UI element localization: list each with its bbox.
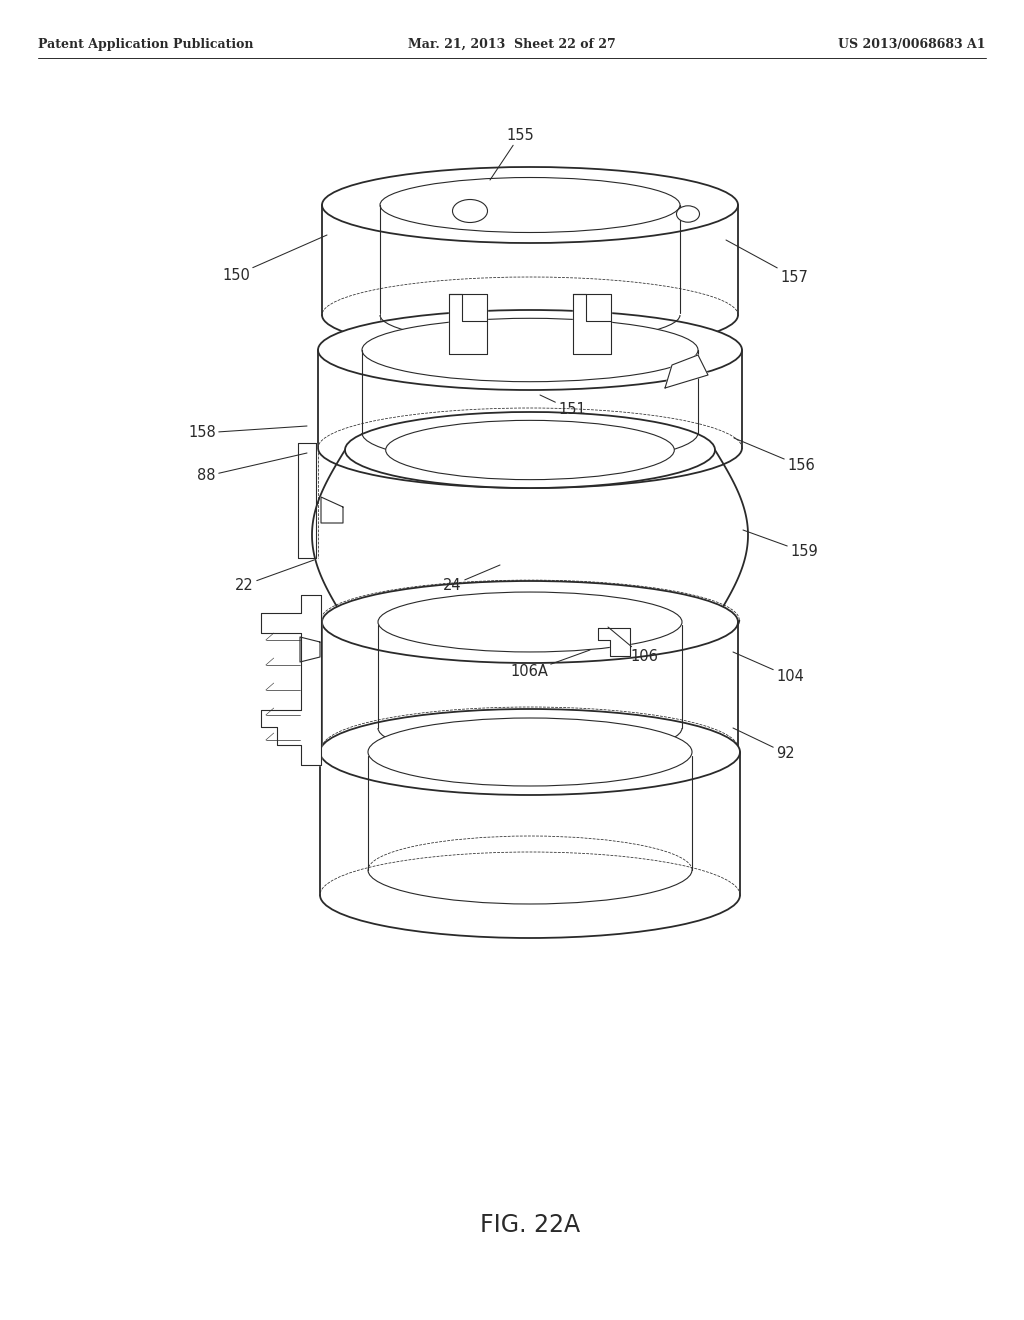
Text: FIG. 22A: FIG. 22A: [480, 1213, 580, 1237]
Text: 22: 22: [236, 560, 314, 593]
Text: 150: 150: [222, 235, 327, 282]
Ellipse shape: [380, 177, 680, 232]
Polygon shape: [573, 294, 611, 354]
Text: 88: 88: [198, 453, 307, 483]
Text: 155: 155: [490, 128, 534, 180]
Polygon shape: [449, 294, 487, 354]
Text: 106A: 106A: [510, 649, 590, 680]
Ellipse shape: [322, 168, 738, 243]
Ellipse shape: [378, 593, 682, 652]
Text: 157: 157: [726, 240, 808, 285]
Polygon shape: [300, 638, 319, 663]
Text: Patent Application Publication: Patent Application Publication: [38, 38, 254, 51]
Text: 92: 92: [733, 729, 795, 760]
Ellipse shape: [319, 709, 740, 795]
Ellipse shape: [386, 420, 674, 479]
Text: 151: 151: [540, 395, 586, 417]
Text: 106: 106: [608, 627, 657, 664]
Ellipse shape: [368, 718, 692, 785]
Polygon shape: [598, 628, 630, 656]
Ellipse shape: [362, 318, 698, 381]
Text: US 2013/0068683 A1: US 2013/0068683 A1: [839, 38, 986, 51]
Text: 158: 158: [188, 425, 307, 441]
Text: 156: 156: [734, 438, 815, 474]
Polygon shape: [665, 355, 708, 388]
Text: Mar. 21, 2013  Sheet 22 of 27: Mar. 21, 2013 Sheet 22 of 27: [409, 38, 615, 51]
Polygon shape: [261, 595, 321, 766]
Ellipse shape: [322, 581, 738, 663]
Ellipse shape: [345, 412, 715, 488]
Text: 159: 159: [743, 531, 818, 560]
Polygon shape: [298, 444, 316, 558]
Polygon shape: [321, 498, 343, 523]
Text: 24: 24: [443, 565, 500, 593]
Ellipse shape: [453, 199, 487, 223]
Text: 104: 104: [733, 652, 804, 685]
Ellipse shape: [318, 310, 742, 389]
Ellipse shape: [677, 206, 699, 222]
